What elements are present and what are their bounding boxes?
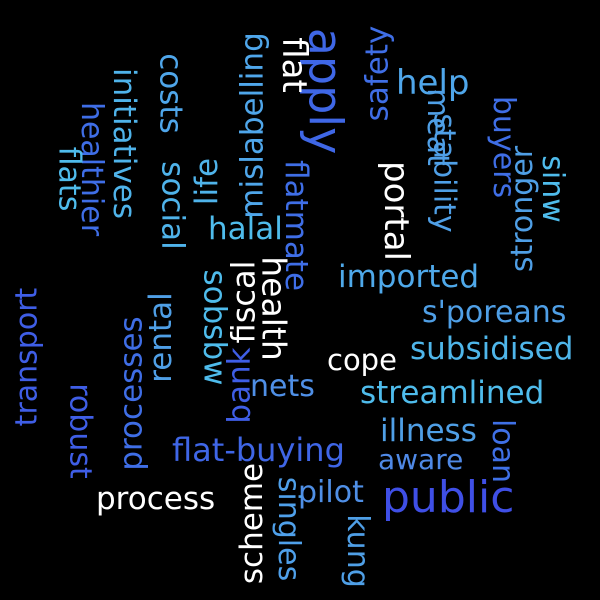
word-life: life <box>189 157 226 206</box>
word-rental: rental <box>142 292 179 383</box>
word-illness: illness <box>380 413 477 449</box>
word-loan: loan <box>485 418 521 484</box>
word-sobsbw: sobsbw <box>196 269 233 386</box>
word-halal: halal <box>208 211 283 247</box>
word-flat-buying: flat-buying <box>172 431 345 469</box>
word-public: public <box>382 472 515 523</box>
word-portal: portal <box>375 161 416 261</box>
word-imported: imported <box>338 259 480 295</box>
word-safety: safety <box>359 25 396 122</box>
word-pilot: pilot <box>298 475 364 510</box>
word-aware: aware <box>378 443 464 476</box>
word-help: help <box>396 63 470 103</box>
word-stronger: stronger <box>505 145 541 273</box>
word-process: process <box>96 481 216 517</box>
word-streamlined: streamlined <box>360 375 545 411</box>
word-subsidised: subsidised <box>410 331 574 367</box>
word-social: social <box>154 161 191 250</box>
word-mislabelling: mislabelling <box>234 32 271 219</box>
word-scheme: scheme <box>234 462 271 585</box>
word-flatmate: flatmate <box>278 159 315 292</box>
word-nets: nets <box>250 369 315 404</box>
word-initiatives: initiatives <box>105 68 142 219</box>
word-costs: costs <box>152 53 189 134</box>
word-stability: stability <box>426 113 462 233</box>
word-singles: singles <box>271 476 307 582</box>
word-kung: kung <box>339 514 375 588</box>
word-cope: cope <box>327 343 397 377</box>
word-flat: flat <box>273 37 314 93</box>
word-sinw: sinw <box>534 155 570 223</box>
word-robust: robust <box>62 383 98 479</box>
word-transport: transport <box>9 287 45 427</box>
word-flats: flats <box>51 146 87 212</box>
word-sporeans: s'poreans <box>422 295 567 330</box>
